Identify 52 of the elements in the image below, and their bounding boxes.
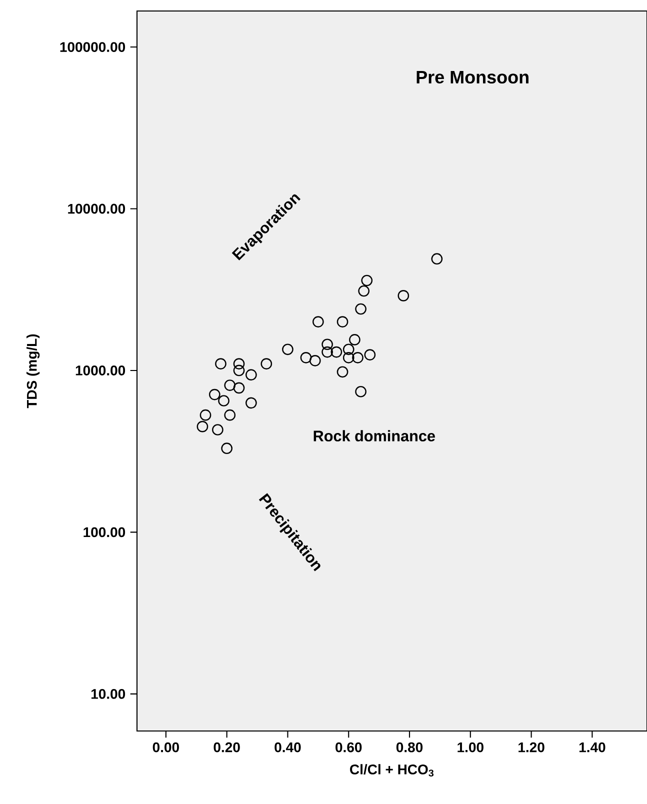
point [246,369,257,380]
point [282,344,294,356]
point [221,442,232,454]
x-tick-label: 1.20 [518,742,544,752]
point [364,349,376,360]
point [342,352,354,364]
point [224,409,236,421]
point [358,285,370,297]
y-axis-title: TDS (mg/L) [26,334,40,408]
point [200,409,212,421]
point [431,253,443,265]
point [246,397,257,409]
point [312,316,324,328]
point [233,364,245,376]
x-tick-label: 0.20 [214,742,240,752]
point [233,358,245,370]
point [349,334,360,346]
point [322,346,333,358]
point [212,424,224,436]
x-tick-label: 0.80 [396,742,423,752]
annotation: Rock dominance [314,430,435,442]
point [336,366,348,378]
y-tick-label: 100000.00 [60,42,126,52]
point [322,338,333,350]
x-axis-title: Cl/Cl + HCO$_{3}$ [350,764,434,777]
point [398,290,410,302]
point [300,352,312,364]
y-tick-label: 100.00 [84,527,126,538]
point [233,382,245,394]
point [355,303,366,315]
x-tick-label: 0.40 [274,742,301,752]
y-tick-label: 10000.00 [68,204,126,214]
text: Pre Monsoon [416,70,528,84]
point [260,358,272,370]
point [224,380,236,391]
point [330,346,342,358]
point [342,344,354,356]
x-tick-label: 1.00 [458,742,484,752]
x-tick-label: 0.60 [336,742,362,752]
point [218,395,230,406]
point [361,274,373,286]
point [196,420,208,432]
y-tick-label: 10.00 [91,688,126,699]
x-tick-label: 0.00 [152,742,179,752]
point [355,386,366,398]
y-tick-label: 1000.00 [76,366,126,376]
point [208,388,220,400]
x-tick-label: 1.40 [579,742,606,752]
point [309,354,321,366]
point [336,316,348,328]
point [352,352,364,364]
point [215,358,226,370]
